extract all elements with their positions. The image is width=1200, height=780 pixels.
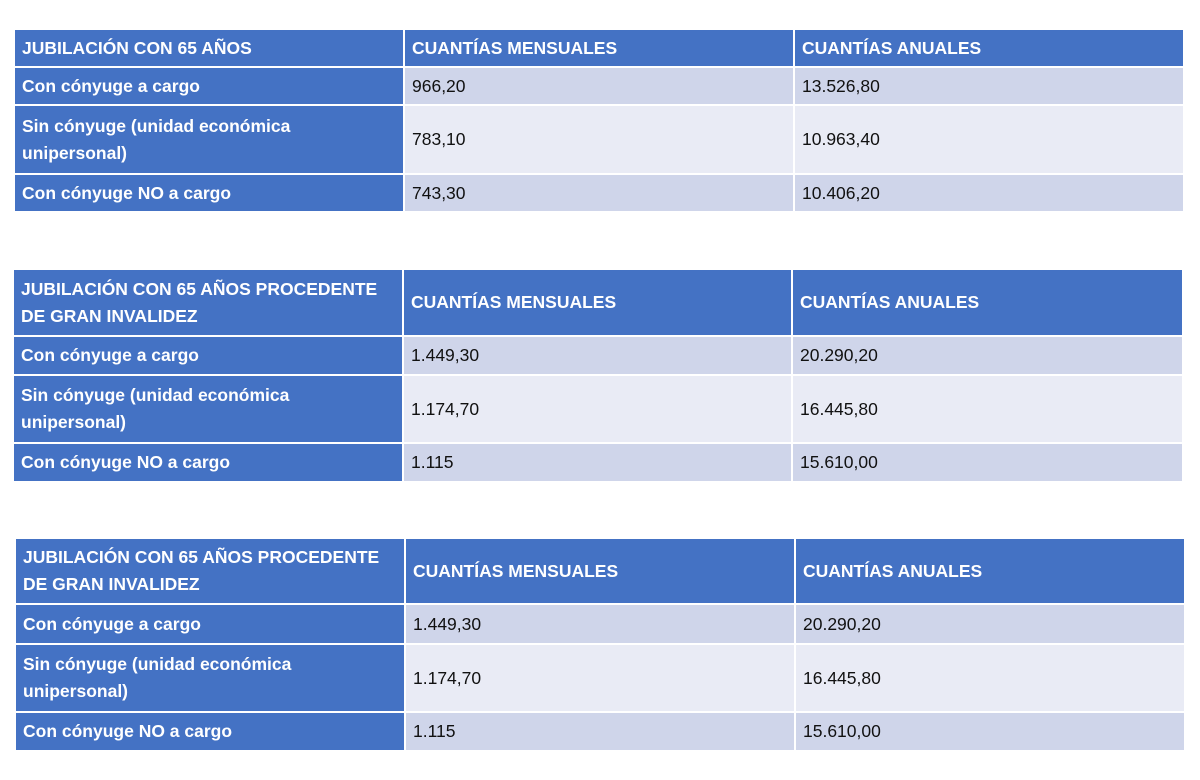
table-row: Con cónyuge NO a cargo 1.115 15.610,00 bbox=[12, 442, 1184, 483]
table-row: Sin cónyuge (unidad económica unipersona… bbox=[13, 104, 1185, 175]
monthly-value: 1.449,30 bbox=[404, 603, 796, 645]
row-label: Sin cónyuge (unidad económica unipersona… bbox=[14, 643, 406, 713]
header-annual: CUANTÍAS ANUALES bbox=[794, 537, 1186, 605]
annual-value: 10.963,40 bbox=[793, 104, 1185, 175]
monthly-value: 743,30 bbox=[403, 173, 795, 213]
row-label: Con cónyuge a cargo bbox=[13, 66, 405, 106]
pension-table-3: JUBILACIÓN CON 65 AÑOS PROCEDENTE DE GRA… bbox=[14, 537, 1186, 752]
annual-value: 10.406,20 bbox=[793, 173, 1185, 213]
pension-table-2: JUBILACIÓN CON 65 AÑOS PROCEDENTE DE GRA… bbox=[12, 268, 1184, 483]
table-row: Con cónyuge a cargo 1.449,30 20.290,20 bbox=[14, 603, 1186, 645]
row-label: Sin cónyuge (unidad económica unipersona… bbox=[13, 104, 405, 175]
monthly-value: 1.174,70 bbox=[404, 643, 796, 713]
header-category: JUBILACIÓN CON 65 AÑOS bbox=[13, 28, 405, 68]
annual-value: 16.445,80 bbox=[791, 374, 1184, 444]
header-annual: CUANTÍAS ANUALES bbox=[791, 268, 1184, 337]
table-row: Con cónyuge NO a cargo 743,30 10.406,20 bbox=[13, 173, 1185, 213]
annual-value: 20.290,20 bbox=[791, 335, 1184, 376]
table-row: Con cónyuge a cargo 966,20 13.526,80 bbox=[13, 66, 1185, 106]
header-monthly: CUANTÍAS MENSUALES bbox=[403, 28, 795, 68]
row-label: Con cónyuge NO a cargo bbox=[13, 173, 405, 213]
monthly-value: 1.449,30 bbox=[402, 335, 793, 376]
header-annual: CUANTÍAS ANUALES bbox=[793, 28, 1185, 68]
row-label: Con cónyuge NO a cargo bbox=[12, 442, 404, 483]
row-label: Con cónyuge NO a cargo bbox=[14, 711, 406, 752]
monthly-value: 783,10 bbox=[403, 104, 795, 175]
monthly-value: 1.115 bbox=[402, 442, 793, 483]
annual-value: 13.526,80 bbox=[793, 66, 1185, 106]
annual-value: 20.290,20 bbox=[794, 603, 1186, 645]
table-row: Con cónyuge NO a cargo 1.115 15.610,00 bbox=[14, 711, 1186, 752]
row-label: Con cónyuge a cargo bbox=[12, 335, 404, 376]
pension-table-1: JUBILACIÓN CON 65 AÑOS CUANTÍAS MENSUALES… bbox=[13, 28, 1185, 213]
table-row: Sin cónyuge (unidad económica unipersona… bbox=[12, 374, 1184, 444]
row-label: Con cónyuge a cargo bbox=[14, 603, 406, 645]
header-monthly: CUANTÍAS MENSUALES bbox=[404, 537, 796, 605]
table-row: Sin cónyuge (unidad económica unipersona… bbox=[14, 643, 1186, 713]
monthly-value: 966,20 bbox=[403, 66, 795, 106]
header-category: JUBILACIÓN CON 65 AÑOS PROCEDENTE DE GRA… bbox=[12, 268, 404, 337]
header-monthly: CUANTÍAS MENSUALES bbox=[402, 268, 793, 337]
annual-value: 15.610,00 bbox=[791, 442, 1184, 483]
annual-value: 16.445,80 bbox=[794, 643, 1186, 713]
table-row: Con cónyuge a cargo 1.449,30 20.290,20 bbox=[12, 335, 1184, 376]
row-label: Sin cónyuge (unidad económica unipersona… bbox=[12, 374, 404, 444]
header-category: JUBILACIÓN CON 65 AÑOS PROCEDENTE DE GRA… bbox=[14, 537, 406, 605]
annual-value: 15.610,00 bbox=[794, 711, 1186, 752]
monthly-value: 1.174,70 bbox=[402, 374, 793, 444]
monthly-value: 1.115 bbox=[404, 711, 796, 752]
